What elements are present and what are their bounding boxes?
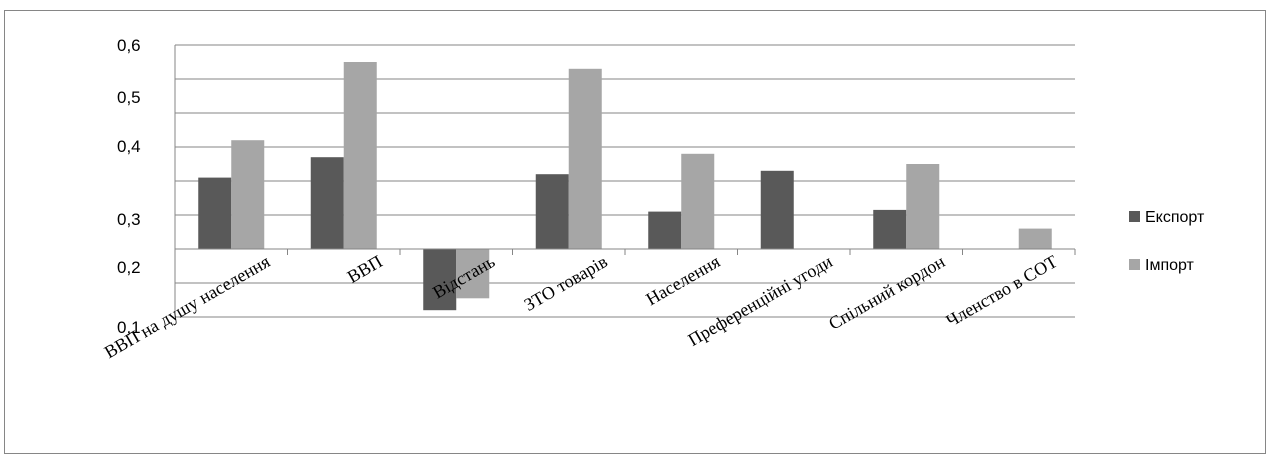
bar-import — [906, 164, 940, 249]
y-tick-labels: 0,6 0,5 0,4 0,3 0,2 0,1 — [117, 36, 141, 337]
bar-export — [873, 209, 907, 249]
bar-export — [423, 249, 457, 311]
bar-export — [310, 157, 344, 249]
legend: Експорт Імпорт — [1129, 209, 1205, 274]
y-tick-label: 0,6 — [117, 36, 141, 55]
category-labels: ВВП на душу населення ВВП Відстань ЗТО това… — [101, 251, 1061, 362]
bar-import — [231, 140, 265, 249]
bar-import — [681, 153, 715, 249]
chart-frame: 0,6 0,5 0,4 0,3 0,2 0,1 ВВП на душу населення… — [4, 10, 1266, 454]
legend-swatch — [1129, 259, 1140, 270]
legend-label: Експорт — [1145, 209, 1205, 226]
bar-export — [648, 211, 682, 249]
y-tick-label: 0,1 — [117, 318, 141, 337]
y-tick-label: 0,5 — [117, 88, 141, 107]
y-tick-label: 0,3 — [117, 210, 141, 229]
bar-import — [568, 68, 602, 249]
y-tick-label: 0,2 — [117, 258, 141, 277]
category-label: ВВП — [344, 251, 386, 287]
legend-swatch — [1129, 211, 1140, 222]
bars — [198, 62, 1052, 311]
bar-export — [535, 174, 569, 249]
bar-import — [343, 62, 377, 249]
legend-label: Імпорт — [1145, 257, 1195, 274]
bar-export — [760, 170, 794, 249]
category-label: Спільний кордон — [825, 251, 948, 334]
bar-import — [456, 249, 490, 299]
bar-chart: 0,6 0,5 0,4 0,3 0,2 0,1 ВВП на душу населення… — [101, 36, 1205, 362]
category-label: Членство в СОТ — [942, 251, 1060, 331]
category-label: Населення — [642, 251, 723, 309]
axes — [174, 45, 1076, 317]
gridlines — [175, 44, 1075, 318]
bar-export — [198, 177, 232, 249]
y-tick-label: 0,4 — [117, 137, 141, 156]
bar-import — [1018, 228, 1052, 249]
